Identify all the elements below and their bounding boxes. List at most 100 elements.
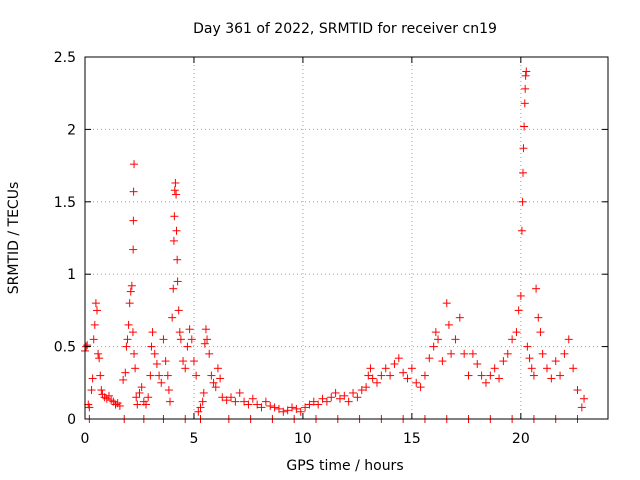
grid-lines xyxy=(85,57,608,419)
data-point xyxy=(364,371,373,380)
data-point xyxy=(119,375,128,384)
data-point xyxy=(522,67,531,76)
data-point xyxy=(420,371,429,380)
data-point xyxy=(394,354,403,363)
data-point xyxy=(104,391,113,400)
data-point xyxy=(362,383,371,392)
data-point xyxy=(130,349,139,358)
data-point xyxy=(222,396,231,405)
data-point xyxy=(499,357,508,366)
data-point xyxy=(292,404,301,413)
chart-title: Day 361 of 2022, SRMTID for receiver cn1… xyxy=(193,21,497,37)
data-point xyxy=(129,216,138,225)
data-point xyxy=(200,339,209,348)
data-point xyxy=(373,378,382,387)
data-point xyxy=(96,371,105,380)
data-point xyxy=(390,359,399,368)
data-point xyxy=(534,313,543,322)
data-point xyxy=(399,368,408,377)
data-point xyxy=(532,284,541,293)
data-point xyxy=(503,349,512,358)
y-tick-label: 1.5 xyxy=(54,195,76,211)
x-axis-label: GPS time / hours xyxy=(286,458,403,474)
data-point xyxy=(518,197,527,206)
data-point xyxy=(168,313,177,322)
data-point xyxy=(569,364,578,373)
data-point xyxy=(431,328,440,337)
data-point xyxy=(175,328,184,337)
data-point xyxy=(464,371,473,380)
data-point xyxy=(125,299,134,308)
data-point xyxy=(519,168,528,177)
data-point xyxy=(451,335,460,344)
data-point xyxy=(192,371,201,380)
data-point xyxy=(253,400,262,409)
y-tick-label: 2.5 xyxy=(54,50,76,66)
data-point xyxy=(335,394,344,403)
data-point xyxy=(560,349,569,358)
data-point xyxy=(131,364,140,373)
data-point xyxy=(133,400,142,409)
data-point xyxy=(194,407,203,416)
y-tick-label: 2 xyxy=(67,122,76,138)
data-point xyxy=(344,397,353,406)
data-point xyxy=(460,349,469,358)
data-point xyxy=(185,325,194,334)
data-point xyxy=(438,357,447,366)
data-point xyxy=(209,378,218,387)
data-point xyxy=(434,335,443,344)
data-point xyxy=(124,320,133,329)
data-point xyxy=(521,84,530,93)
x-tick-label: 10 xyxy=(294,431,312,447)
data-point xyxy=(353,393,362,402)
data-point xyxy=(529,371,538,380)
data-point xyxy=(174,306,183,315)
data-point xyxy=(89,335,98,344)
data-point xyxy=(490,364,499,373)
y-axis-label: SRMTID / TECUs xyxy=(6,182,22,295)
data-point xyxy=(142,400,151,409)
data-point xyxy=(129,187,138,196)
data-point xyxy=(170,212,179,221)
y-tick-label: 1 xyxy=(67,267,76,283)
data-point xyxy=(556,371,565,380)
data-point xyxy=(564,335,573,344)
data-points xyxy=(81,67,589,423)
data-point xyxy=(279,407,288,416)
data-point xyxy=(477,371,486,380)
data-point xyxy=(444,320,453,329)
data-point xyxy=(129,245,138,254)
data-point xyxy=(366,364,375,373)
data-point xyxy=(519,144,528,153)
x-tick-label: 15 xyxy=(403,431,421,447)
data-point xyxy=(257,403,266,412)
data-point xyxy=(551,357,560,366)
data-point xyxy=(416,383,425,392)
data-point xyxy=(331,388,340,397)
data-point xyxy=(127,281,136,290)
data-point xyxy=(368,374,377,383)
data-point xyxy=(442,299,451,308)
data-point xyxy=(274,404,283,413)
data-point xyxy=(132,393,141,402)
data-point xyxy=(172,190,181,199)
data-point xyxy=(309,397,318,406)
data-point xyxy=(123,335,132,344)
data-point xyxy=(173,277,182,286)
data-point xyxy=(122,342,131,351)
data-point xyxy=(301,403,310,412)
y-tick-label: 0.5 xyxy=(54,340,76,356)
data-point xyxy=(538,349,547,358)
data-point xyxy=(161,357,170,366)
data-point xyxy=(148,328,157,337)
data-point xyxy=(92,306,101,315)
data-point xyxy=(520,122,529,131)
data-point xyxy=(486,371,495,380)
data-point xyxy=(169,236,178,245)
data-point xyxy=(536,328,545,337)
data-point xyxy=(187,335,196,344)
data-point xyxy=(183,342,192,351)
data-point xyxy=(314,400,323,409)
data-point xyxy=(244,400,253,409)
data-point xyxy=(137,383,146,392)
